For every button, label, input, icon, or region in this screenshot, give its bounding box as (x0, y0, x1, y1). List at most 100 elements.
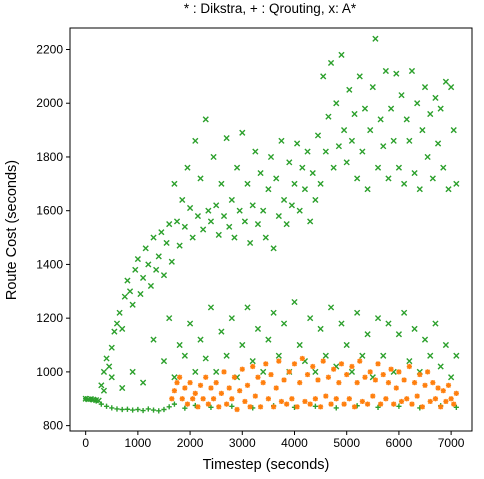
data-point (83, 396, 89, 402)
data-point (327, 59, 335, 67)
y-tick-label: 1600 (36, 204, 63, 218)
data-point (359, 398, 365, 405)
data-point (134, 255, 141, 263)
data-point (294, 404, 300, 410)
data-point (398, 92, 405, 99)
data-point (340, 126, 348, 134)
x-tick-label: 4000 (281, 436, 308, 450)
y-tick-label: 1800 (36, 150, 63, 164)
data-point (409, 401, 415, 407)
data-point (414, 393, 420, 399)
data-point (197, 336, 204, 343)
data-point (124, 406, 131, 412)
data-point (257, 169, 264, 177)
data-point (265, 186, 272, 193)
data-point (226, 385, 232, 391)
data-point (359, 352, 366, 359)
data-point (108, 374, 115, 381)
data-point (317, 180, 324, 187)
data-point (220, 212, 228, 220)
data-point (228, 196, 235, 204)
data-point (380, 352, 387, 359)
y-tick-label: 2000 (36, 96, 63, 110)
data-point (367, 126, 374, 134)
data-point (233, 164, 241, 171)
data-point (312, 396, 318, 402)
data-point (346, 86, 353, 93)
data-point (255, 374, 261, 380)
data-point (411, 169, 418, 177)
data-point (166, 315, 173, 322)
data-point (421, 84, 429, 91)
data-point (391, 401, 397, 407)
data-point (427, 352, 434, 359)
data-point (226, 223, 233, 230)
data-point (202, 355, 209, 362)
data-point (284, 401, 290, 407)
data-point (309, 169, 316, 177)
data-point (174, 380, 180, 386)
data-point (139, 274, 147, 281)
data-point (113, 320, 121, 327)
data-point (348, 368, 356, 375)
data-point (448, 374, 455, 381)
data-point (372, 35, 379, 42)
data-point (344, 371, 350, 378)
data-point (267, 153, 275, 161)
data-point (171, 374, 178, 381)
data-point (179, 396, 185, 402)
data-point (387, 105, 395, 112)
data-point (265, 336, 272, 343)
data-point (442, 341, 449, 349)
data-point (289, 396, 295, 402)
data-point (239, 129, 246, 136)
data-point (273, 385, 279, 391)
data-point (374, 315, 382, 322)
data-point (244, 304, 251, 311)
data-point (252, 148, 259, 155)
data-point (197, 175, 204, 182)
data-point (208, 385, 214, 391)
data-point (103, 403, 110, 409)
data-point (241, 218, 248, 225)
data-point (296, 207, 303, 214)
data-point (190, 396, 196, 402)
data-point (187, 380, 193, 386)
data-point (404, 396, 410, 402)
data-point (207, 218, 215, 225)
data-point (291, 298, 298, 306)
data-point (322, 352, 329, 359)
data-point (325, 113, 332, 120)
data-point (361, 105, 369, 112)
data-point (260, 380, 266, 386)
data-point (168, 258, 175, 265)
data-point (229, 396, 235, 402)
data-point (310, 363, 316, 370)
data-point (377, 116, 384, 123)
data-point (393, 385, 399, 391)
data-point (247, 239, 254, 247)
data-point (132, 266, 139, 273)
data-point (325, 374, 332, 380)
data-point (414, 100, 421, 107)
axis-ticks: 0 1000 2000 3000 4000 5000 6000 7000 800 1000 1200… (36, 42, 464, 450)
data-point (254, 325, 262, 333)
data-point (249, 202, 256, 209)
data-point (100, 368, 108, 375)
data-point (396, 403, 402, 409)
y-tick-label: 2200 (36, 42, 63, 56)
data-point (411, 380, 418, 386)
data-point (299, 164, 306, 171)
data-point (338, 320, 345, 327)
data-point (145, 406, 151, 412)
data-point (421, 336, 429, 343)
data-point (328, 401, 334, 407)
data-point (158, 229, 165, 236)
data-point (177, 374, 183, 380)
data-point (369, 84, 376, 91)
data-point (401, 180, 408, 187)
data-point (370, 393, 376, 399)
data-point (398, 398, 405, 405)
data-point (315, 377, 321, 383)
data-point (184, 401, 191, 407)
